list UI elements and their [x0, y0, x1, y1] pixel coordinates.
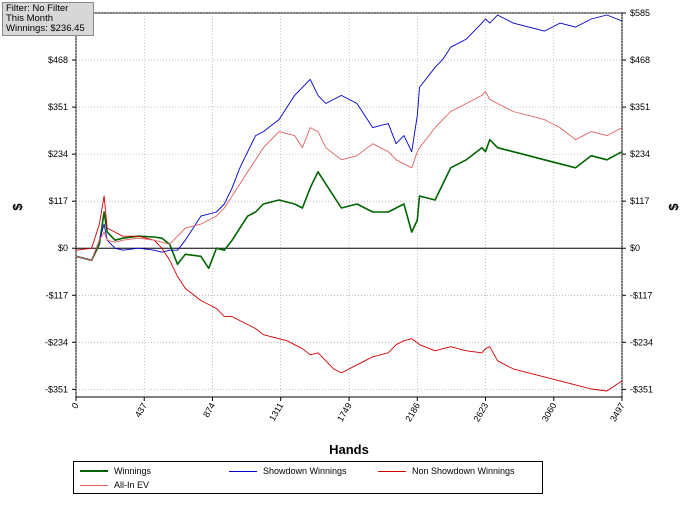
y-tick-label: $468 [630, 55, 650, 65]
legend-item-winnings: Winnings [80, 465, 151, 477]
series-line-non-showdown-winnings [75, 195, 623, 392]
series-line-showdown-winnings [75, 14, 623, 261]
y-tick-label: $234 [630, 149, 650, 159]
y-tick-label: -$351 [45, 384, 68, 394]
x-tick-label: 437 [133, 401, 149, 419]
y-axis-label-left: $ [10, 203, 25, 211]
y-tick-label: $117 [49, 196, 68, 206]
x-tick-label: 874 [201, 401, 217, 419]
legend: Winnings Showdown Winnings Non Showdown … [73, 461, 543, 494]
x-tick-label: 2623 [472, 401, 491, 423]
y-tick-label: $234 [48, 149, 68, 159]
y-tick-label: -$351 [630, 384, 653, 394]
y-tick-label: -$234 [45, 337, 68, 347]
x-tick-label: 1749 [335, 401, 354, 423]
y-tick-label: $351 [630, 102, 650, 112]
filter-info-box: Filter: No Filter This Month Winnings: $… [2, 2, 94, 36]
legend-label: All-In EV [114, 480, 150, 490]
legend-item-showdown: Showdown Winnings [229, 465, 347, 477]
y-axis-label-right: $ [666, 203, 681, 211]
x-axis-label: Hands [329, 442, 369, 457]
series-line-winnings [75, 138, 623, 270]
legend-swatch [229, 470, 257, 472]
y-tick-label: $0 [58, 243, 68, 253]
series-line-all-in-ev [75, 90, 623, 261]
filter-label: Filter: No Filter [6, 3, 69, 14]
period-label: This Month [6, 13, 53, 24]
series-layer [75, 14, 623, 392]
winnings-label: Winnings: $236.45 [6, 23, 85, 34]
y-tick-label: -$117 [46, 290, 68, 300]
x-tick-label: 0 [70, 401, 81, 410]
y-tick-label: $468 [48, 55, 68, 65]
y-tick-label: $0 [630, 243, 640, 253]
y-tick-label: $117 [630, 196, 649, 206]
y-tick-label: -$234 [630, 337, 653, 347]
legend-item-allin-ev: All-In EV [80, 479, 149, 491]
y-tick-label: $351 [48, 102, 68, 112]
x-tick-label: 1311 [267, 401, 285, 423]
x-tick-label: 3497 [608, 401, 627, 423]
legend-item-non-showdown: Non Showdown Winnings [378, 465, 515, 477]
legend-swatch [80, 470, 108, 472]
legend-swatch [378, 470, 406, 472]
legend-label: Non Showdown Winnings [412, 466, 515, 476]
y-axis-right: -$351 -$234 -$117 $0 $117 $234 $351 $468 $585 [622, 8, 653, 394]
y-axis-left: -$351-$234-$117$0$117$234$351$468$585 [45, 8, 76, 394]
x-axis: 0 437 874 1311 1749 2186 2623 3060 3497 [70, 397, 627, 423]
legend-label: Winnings [114, 466, 152, 476]
x-tick-label: 3060 [540, 401, 559, 423]
x-tick-label: 2186 [403, 401, 422, 423]
y-tick-label: $585 [630, 8, 650, 18]
legend-label: Showdown Winnings [263, 466, 347, 476]
legend-swatch [80, 484, 108, 486]
y-tick-label: -$117 [630, 290, 652, 300]
